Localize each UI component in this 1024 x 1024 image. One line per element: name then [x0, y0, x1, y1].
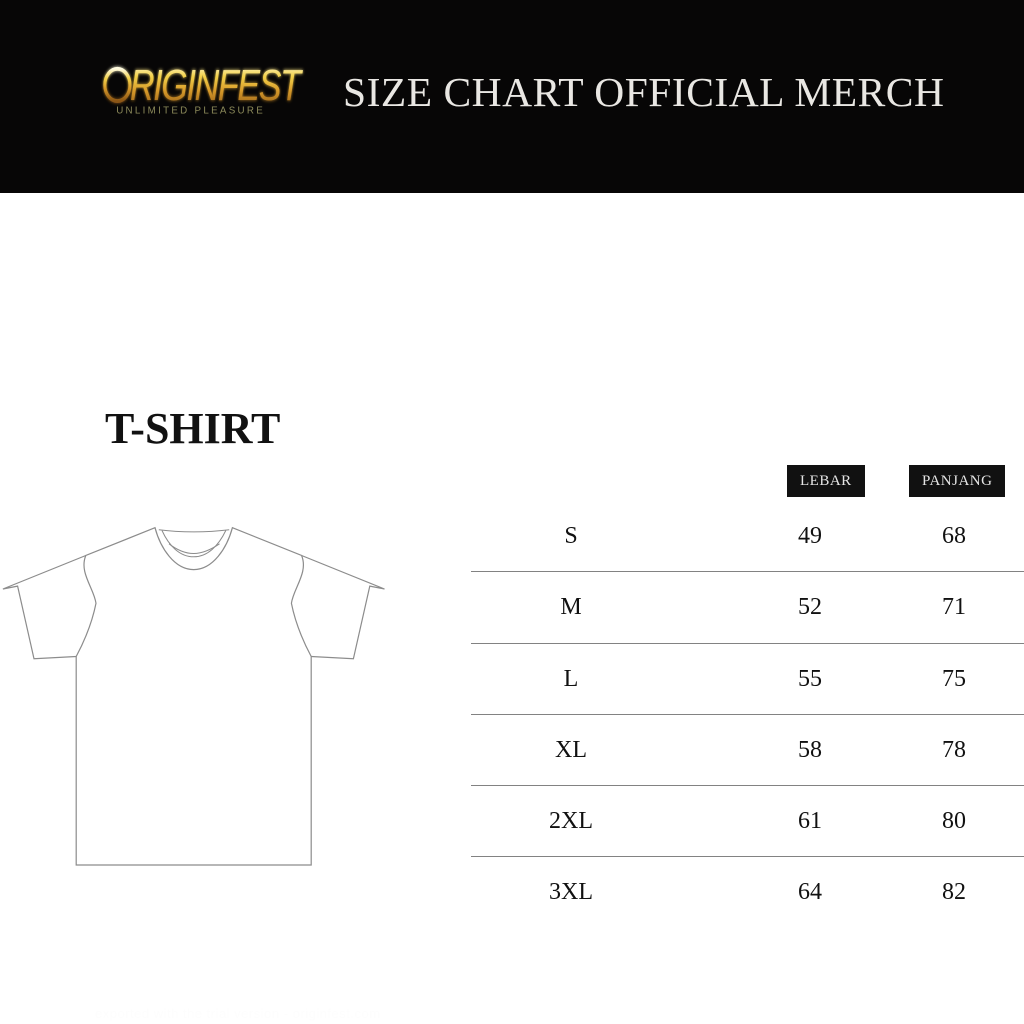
svg-text:UNLIMITED PLEASURE: UNLIMITED PLEASURE — [116, 106, 265, 117]
svg-text:RIGINFEST: RIGINFEST — [130, 62, 304, 110]
